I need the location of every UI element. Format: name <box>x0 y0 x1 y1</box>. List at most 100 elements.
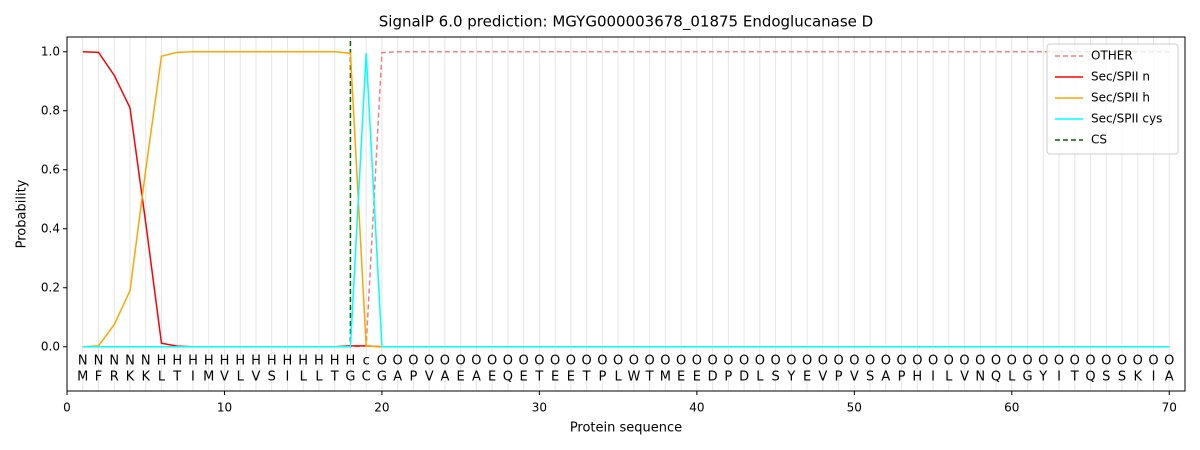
residue-label: H <box>283 353 293 368</box>
residue-label: O <box>377 353 387 368</box>
chart-title: SignalP 6.0 prediction: MGYG000003678_01… <box>379 13 873 32</box>
residue-label: O <box>707 353 717 368</box>
residue-label: O <box>692 353 702 368</box>
residue-label: O <box>1022 353 1032 368</box>
residue-label: O <box>440 353 450 368</box>
residue: P <box>410 369 418 384</box>
series-line <box>82 53 1170 348</box>
residue: L <box>300 369 308 384</box>
residue-label: O <box>770 353 780 368</box>
residue-label: O <box>1117 353 1127 368</box>
residue: Q <box>503 369 513 384</box>
residue: A <box>1165 369 1174 384</box>
residue: I <box>1057 369 1061 384</box>
residue-label: O <box>424 353 434 368</box>
residue: V <box>220 369 229 384</box>
residue: D <box>708 369 718 384</box>
x-axis-label: Protein sequence <box>570 421 682 436</box>
residue: V <box>850 369 859 384</box>
residue: W <box>627 369 640 384</box>
series-line <box>82 51 1170 348</box>
x-tick-label: 60 <box>1004 401 1019 415</box>
residue-label: O <box>1085 353 1095 368</box>
residue-label: H <box>235 353 245 368</box>
residue-label: O <box>1101 353 1111 368</box>
residue: E <box>677 369 685 384</box>
residue: E <box>520 369 528 384</box>
residue: V <box>252 369 261 384</box>
residue-label: c <box>363 353 370 368</box>
residue-label: O <box>487 353 497 368</box>
residue: I <box>286 369 290 384</box>
residue-label: O <box>1164 353 1174 368</box>
residue-label: O <box>408 353 418 368</box>
residue-label: O <box>833 353 843 368</box>
residue-label: O <box>818 353 828 368</box>
residue-label: O <box>613 353 623 368</box>
residue: S <box>268 369 276 384</box>
residue: Y <box>786 369 795 384</box>
residue-label: H <box>251 353 261 368</box>
residue-label: O <box>1148 353 1158 368</box>
x-tick-label: 20 <box>374 401 389 415</box>
residue: G <box>345 369 355 384</box>
x-tick-label: 30 <box>532 401 547 415</box>
residue: G <box>377 369 387 384</box>
residue-label: O <box>896 353 906 368</box>
residue: L <box>315 369 323 384</box>
y-tick-label: 1.0 <box>41 44 60 58</box>
residue: L <box>945 369 953 384</box>
residue: V <box>425 369 434 384</box>
residue: I <box>931 369 935 384</box>
residue: E <box>693 369 701 384</box>
residue-label: O <box>456 353 466 368</box>
residue: T <box>534 369 543 384</box>
residue: P <box>835 369 843 384</box>
residue: F <box>95 369 102 384</box>
residue: I <box>191 369 195 384</box>
residue: L <box>615 369 623 384</box>
residue-label: H <box>346 353 356 368</box>
residue-label: H <box>298 353 308 368</box>
residue-label: O <box>944 353 954 368</box>
residue-label: O <box>739 353 749 368</box>
y-tick-label: 0.8 <box>41 103 60 117</box>
residue: T <box>582 369 591 384</box>
residue: E <box>567 369 575 384</box>
residue: V <box>818 369 827 384</box>
y-axis-label: Probability <box>15 179 30 248</box>
residue: G <box>1022 369 1032 384</box>
residue: R <box>110 369 119 384</box>
y-tick-label: 0.6 <box>41 162 60 176</box>
residue-label: O <box>975 353 985 368</box>
residue-label: O <box>912 353 922 368</box>
residue: T <box>1070 369 1079 384</box>
residue-label: H <box>267 353 277 368</box>
legend-label: OTHER <box>1091 49 1133 63</box>
residue-label: O <box>991 353 1001 368</box>
residue-label: O <box>865 353 875 368</box>
residue-label: O <box>849 353 859 368</box>
residue-label: O <box>519 353 529 368</box>
residue: K <box>1133 369 1142 384</box>
residue: V <box>960 369 969 384</box>
residue-label: O <box>534 353 544 368</box>
residue-label: O <box>629 353 639 368</box>
legend-label: Sec/SPII cys <box>1091 112 1162 126</box>
residue: P <box>598 369 606 384</box>
residue-label: O <box>928 353 938 368</box>
plot-frame <box>66 36 1186 392</box>
residue-label: H <box>172 353 182 368</box>
residue: M <box>203 369 214 384</box>
residue: L <box>158 369 166 384</box>
residue: A <box>440 369 449 384</box>
residue-label: O <box>503 353 513 368</box>
legend-label: CS <box>1091 133 1107 147</box>
residue-label: O <box>597 353 607 368</box>
residue-label: O <box>1070 353 1080 368</box>
residue: M <box>660 369 671 384</box>
residue: L <box>1008 369 1016 384</box>
series-line <box>82 51 1170 348</box>
residue: T <box>172 369 181 384</box>
